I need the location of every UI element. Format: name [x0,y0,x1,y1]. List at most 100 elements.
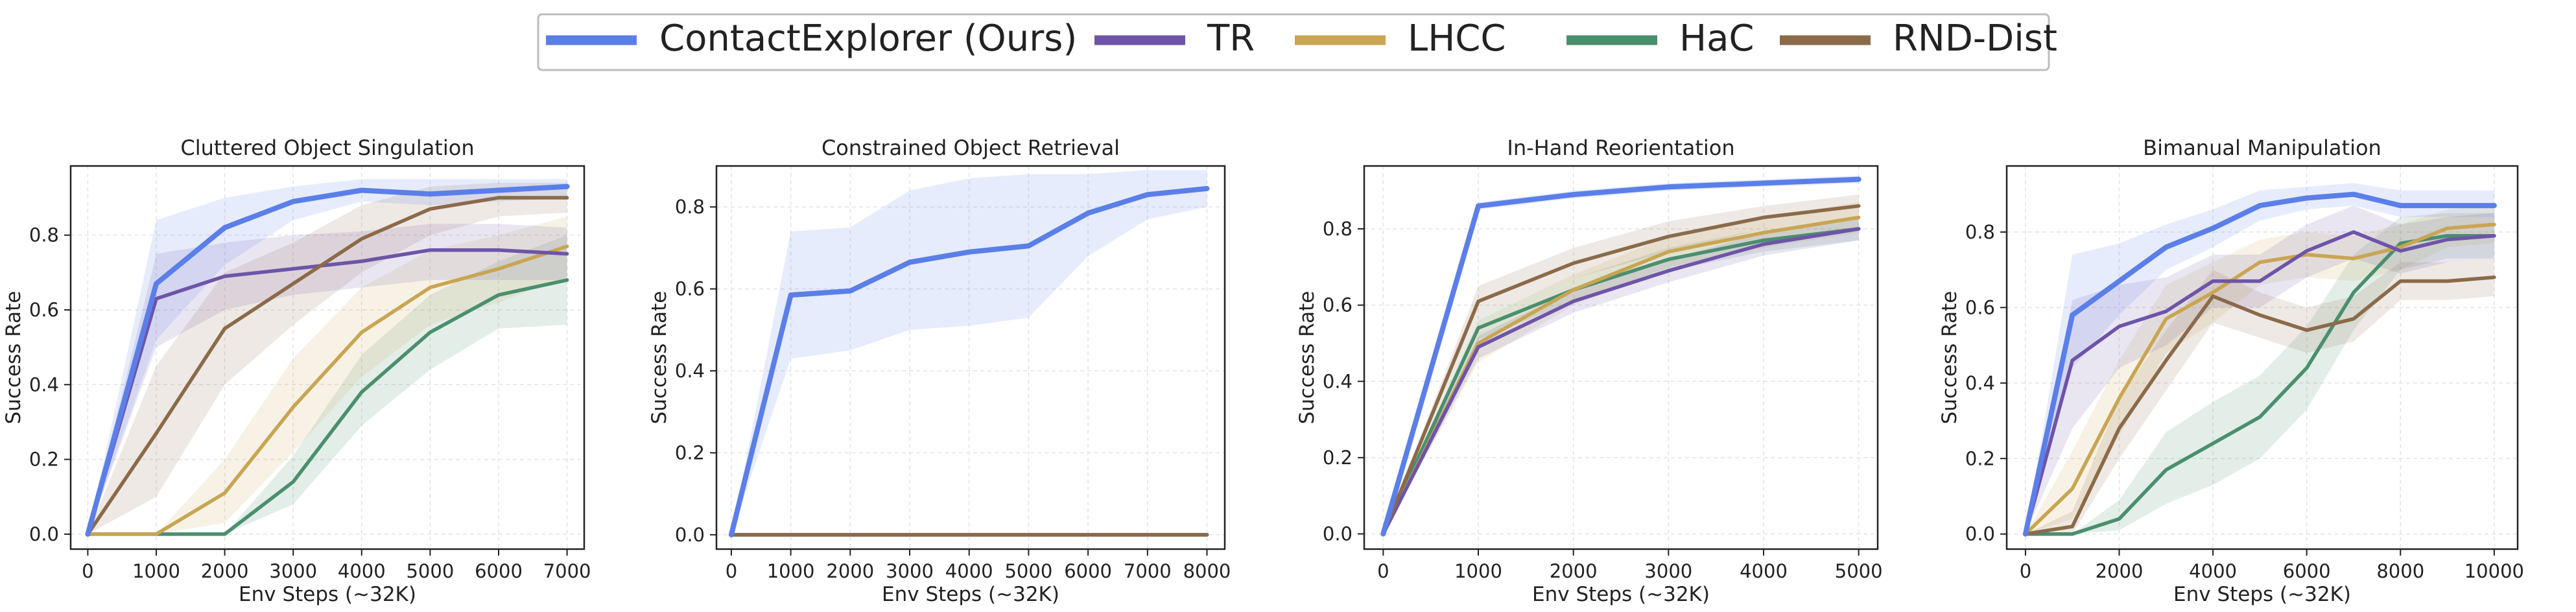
y-tick-label: 0.2 [1965,447,1995,469]
axis-ticks: 0 1000 2000 3000 4000 5000 6000 7000 0.0 0.2 0.4 0.… [29,224,591,582]
x-tick-label: 6000 [1064,560,1112,582]
legend-entry-tr: TR [1094,18,1255,60]
y-tick-label: 0.4 [675,360,705,382]
x-tick-label: 5000 [1004,560,1052,582]
band-hac [2025,213,2494,534]
y-tick-label: 0.8 [1323,218,1353,240]
x-tick-label: 5000 [406,560,454,582]
y-tick-label: 0.2 [675,441,705,464]
x-axis-label: Env Steps (~32K) [239,583,416,606]
y-axis-label: Success Rate [648,291,671,425]
chart-title: Cluttered Object Singulation [180,135,474,160]
series-lines [728,185,1210,537]
y-tick-label: 0.4 [1323,370,1353,392]
x-axis-label: Env Steps (~32K) [2173,583,2351,606]
series-line-contactexplorer-ours [1380,176,1861,537]
series-lines [2022,191,2497,537]
y-tick-label: 0.0 [675,524,705,546]
series-line-rnd-dist [86,196,569,536]
x-tick-label: 8000 [1183,560,1231,582]
x-axis-label: Env Steps (~32K) [1532,583,1710,606]
series-line-lhcc [2024,222,2496,536]
legend-label-hac: HaC [1679,18,1755,60]
y-tick-label: 0.4 [29,373,59,395]
y-tick-label: 0.8 [1965,221,1995,243]
band-contactexplorer-ours [88,179,567,534]
series-line-contactexplorer-ours [85,183,570,537]
series-lines [85,183,570,537]
series-line-tr [86,248,569,536]
x-tick-label: 8000 [2376,560,2424,582]
plot-frame [1363,165,1879,550]
x-tick-label: 0 [82,560,93,582]
x-tick-label: 4000 [945,560,993,582]
series-line-hac [86,278,569,536]
y-tick-label: 0.6 [1965,296,1995,318]
y-tick-label: 0.0 [1965,523,1995,545]
x-tick-label: 1000 [767,560,815,582]
series-line-rnd-dist [1381,204,1861,536]
chart-constrained-object-retrieval: 0 1000 2000 3000 4000 5000 6000 7000 8000 0.0 0.2 0… [648,135,1231,606]
plot-frame [715,165,1226,550]
band-contactexplorer-ours [731,170,1207,535]
y-tick-label: 0.2 [1323,447,1353,469]
series-line-rnd-dist [2024,276,2496,536]
x-tick-label: 4000 [1740,560,1788,582]
x-tick-label: 3000 [886,560,934,582]
band-hac [1383,217,1859,534]
band-tr [1383,217,1859,534]
x-tick-label: 4000 [2189,560,2237,582]
band-lhcc [88,216,567,534]
y-tick-label: 0.0 [1323,523,1353,545]
legend-frame [537,13,2050,71]
x-tick-label: 4000 [338,560,386,582]
legend-entry-lhcc: LHCC [1295,18,1506,60]
band-contactexplorer-ours [2025,183,2494,534]
x-tick-label: 2000 [201,560,249,582]
x-tick-label: 1000 [132,560,180,582]
chart-title: Bimanual Manipulation [2143,135,2381,160]
y-tick-label: 0.8 [29,224,59,246]
series-line-tr [2024,230,2496,536]
legend-entry-hac: HaC [1566,18,1755,60]
x-tick-label: 3000 [269,560,317,582]
legend-label-rnd-dist: RND-Dist [1893,18,2057,60]
x-tick-label: 0 [726,560,737,582]
y-axis-label: Success Rate [2,291,25,425]
x-tick-label: 1000 [1454,560,1502,582]
series-lines [1380,176,1861,537]
y-axis-label: Success Rate [1938,291,1961,425]
axis-ticks: 0 2000 4000 6000 8000 10000 0.0 0.2 0.4 0.6 0.8 [1965,221,2524,582]
legend-label-lhcc: LHCC [1408,18,1506,60]
series-line-contactexplorer-ours [2022,191,2497,537]
x-tick-label: 3000 [1644,560,1692,582]
y-tick-label: 0.2 [29,449,59,471]
legend: ContactExplorer (Ours) TR LHCC HaC RND-Dist [537,13,2057,71]
x-tick-label: 2000 [1550,560,1598,582]
confidence-bands [731,170,1207,535]
x-axis-label: Env Steps (~32K) [882,583,1059,606]
chart-cluttered-object-singulation: 0 1000 2000 3000 4000 5000 6000 7000 0.0 0.2 0.4 0.… [2,135,591,606]
axis-ticks: 0 1000 2000 3000 4000 5000 6000 7000 8000 0.0 0.2 0… [675,196,1231,582]
x-tick-label: 2000 [2096,560,2144,582]
plot-frame [69,165,585,550]
x-tick-label: 7000 [543,560,591,582]
x-tick-label: 7000 [1124,560,1172,582]
x-tick-label: 2000 [826,560,874,582]
y-tick-label: 0.6 [1323,294,1353,316]
axis-ticks: 0 1000 2000 3000 4000 5000 0.0 0.2 0.4 0.6 0.8 [1323,218,1883,582]
x-tick-label: 6000 [2283,560,2331,582]
confidence-bands [88,179,567,534]
chart-bimanual-manipulation: 0 2000 4000 6000 8000 10000 0.0 0.2 0.4 0.6 0.8 Bim… [1938,135,2524,606]
band-tr [2025,206,2494,534]
chart-in-hand-reorientation: 0 1000 2000 3000 4000 5000 0.0 0.2 0.4 0.6 0.8 In-H… [1295,135,1883,606]
y-tick-label: 0.6 [675,278,705,300]
charts: 0 1000 2000 3000 4000 5000 6000 7000 0.0 0.2 0.4 0.… [2,135,2524,606]
y-tick-label: 0.6 [29,299,59,321]
chart-title: In-Hand Reorientation [1507,135,1734,160]
chart-title: Constrained Object Retrieval [821,135,1120,160]
band-hac [88,235,567,534]
series-line-contactexplorer-ours [728,185,1210,537]
band-tr [88,224,567,534]
x-tick-label: 0 [1377,560,1389,582]
